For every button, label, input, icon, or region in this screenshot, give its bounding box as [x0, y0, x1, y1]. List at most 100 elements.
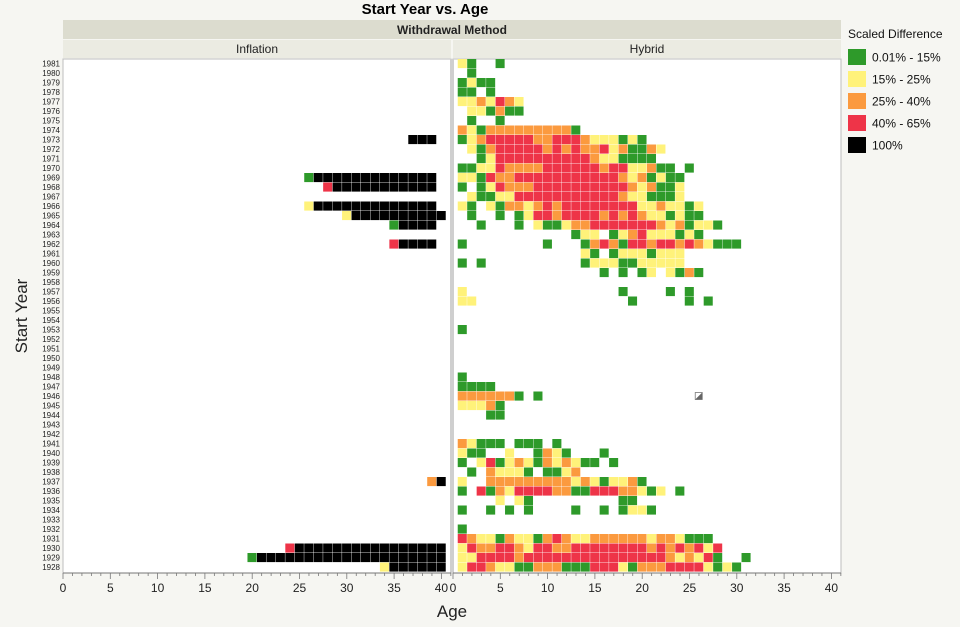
heat-cell: [486, 505, 496, 515]
heat-cell: [599, 477, 609, 487]
heat-cell: [514, 486, 524, 496]
heat-cell: [476, 192, 486, 202]
heat-cell: [637, 268, 647, 278]
heat-cell: [514, 201, 524, 211]
heat-cell: [646, 144, 656, 154]
heat-cell: [628, 505, 638, 515]
heat-cell: [457, 505, 467, 515]
heat-cell: [713, 553, 723, 563]
heat-cell: [457, 78, 467, 88]
heat-cell: [552, 144, 562, 154]
heat-cell: [590, 249, 600, 259]
heat-cell: [427, 173, 437, 183]
heat-cell: [342, 182, 352, 192]
heat-cell: [552, 182, 562, 192]
heat-cell: [360, 553, 371, 563]
heat-cell: [580, 135, 590, 145]
y-tick-label: 1967: [42, 193, 60, 202]
heat-cell: [552, 467, 562, 477]
heat-cell: [609, 562, 619, 572]
heat-cell: [495, 211, 505, 221]
heat-cell: [552, 220, 562, 230]
heat-cell: [580, 144, 590, 154]
heat-cell: [476, 154, 486, 164]
heat-cell: [542, 211, 552, 221]
heat-cell: [561, 201, 571, 211]
heat-cell: [379, 182, 389, 192]
heat-cell: [580, 230, 590, 240]
heat-cell: [486, 154, 496, 164]
heat-cell: [342, 211, 352, 221]
heat-cell: [552, 135, 562, 145]
heat-cell: [495, 182, 505, 192]
y-tick-label: 1945: [42, 402, 60, 411]
y-tick-label: 1981: [42, 60, 60, 69]
heat-cell: [332, 173, 342, 183]
heat-cell: [628, 173, 638, 183]
heat-cell: [618, 192, 628, 202]
x-tick-label: 20: [246, 581, 260, 595]
heat-cell: [609, 486, 619, 496]
heat-cell: [476, 553, 486, 563]
heat-cell: [637, 249, 647, 259]
heat-cell: [523, 201, 534, 211]
heat-cell: [495, 477, 505, 487]
heat-cell: [580, 562, 590, 572]
heat-cell: [609, 543, 619, 553]
y-tick-label: 1959: [42, 269, 60, 278]
heat-cell: [542, 163, 552, 173]
heat-cell: [665, 249, 675, 259]
heat-cell: [637, 562, 647, 572]
heat-cell: [609, 220, 619, 230]
heat-cell: [656, 230, 666, 240]
y-tick-label: 1939: [42, 459, 60, 468]
heat-cell: [561, 135, 571, 145]
heat-cell: [599, 182, 609, 192]
heat-cell: [486, 182, 496, 192]
heat-cell: [599, 135, 609, 145]
heat-cell: [247, 553, 257, 563]
heat-cell: [552, 477, 562, 487]
heat-cell: [486, 382, 496, 392]
heat-cell: [675, 249, 685, 259]
heat-cell: [476, 391, 486, 401]
heat-cell: [417, 201, 427, 211]
heat-cell: [514, 496, 524, 506]
heat-cell: [495, 97, 505, 107]
heat-cell: [609, 230, 619, 240]
heat-cell: [703, 296, 713, 306]
x-tick-label: 40: [435, 581, 449, 595]
y-tick-label: 1955: [42, 307, 60, 316]
heat-cell: [646, 239, 656, 249]
heat-cell: [571, 505, 581, 515]
heat-cell: [476, 534, 486, 544]
heat-cell: [646, 258, 656, 268]
heat-cell: [637, 211, 647, 221]
heat-cell: [656, 192, 666, 202]
y-tick-label: 1935: [42, 497, 60, 506]
heat-cell: [486, 192, 496, 202]
heat-cell: [476, 401, 486, 411]
panel-divider: [450, 59, 454, 573]
heat-cell: [732, 239, 742, 249]
legend-swatch: [848, 49, 866, 65]
heat-cell: [427, 239, 437, 249]
heat-cell: [486, 477, 496, 487]
heat-cell: [486, 486, 496, 496]
heat-cell: [542, 239, 552, 249]
heat-cell: [628, 249, 638, 259]
legend-title: Scaled Difference: [848, 27, 943, 41]
y-tick-label: 1980: [42, 69, 60, 78]
heat-cell: [684, 268, 694, 278]
heat-cell: [304, 553, 314, 563]
heat-cell: [486, 144, 496, 154]
heat-cell: [389, 211, 399, 221]
y-tick-label: 1960: [42, 259, 60, 268]
legend-swatch: [848, 93, 866, 109]
heat-cell: [618, 220, 628, 230]
heat-cell: [684, 230, 694, 240]
heat-cell: [379, 201, 389, 211]
heat-cell: [542, 448, 552, 458]
y-tick-label: 1976: [42, 107, 60, 116]
heat-cell: [467, 448, 477, 458]
